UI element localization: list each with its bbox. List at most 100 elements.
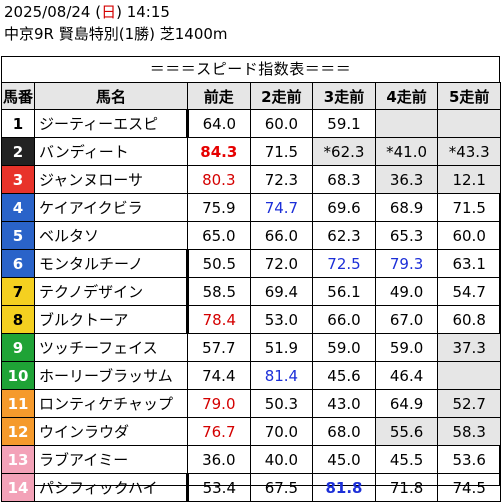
value-4-ago: 46.4 — [374, 361, 439, 390]
horse-name: ケイアイクビラ — [34, 193, 188, 222]
value-5-ago: 52.7 — [437, 389, 501, 418]
value-4-ago: *41.0 — [374, 137, 439, 166]
horse-name: ホーリーブラッサム — [34, 361, 188, 390]
table-row: 4 ケイアイクビラ 75.9 74.7 69.6 68.9 71.5 — [1, 193, 501, 222]
value-last: 80.3 — [187, 165, 251, 194]
value-2-ago: 74.7 — [249, 193, 314, 222]
value-2-ago: 70.0 — [249, 417, 314, 446]
horse-name: モンタルチーノ — [34, 249, 189, 278]
col-header-number: 馬番 — [1, 82, 35, 110]
horse-number: 2 — [1, 137, 35, 166]
horse-number: 11 — [1, 389, 35, 418]
horse-number: 9 — [1, 333, 35, 362]
value-last: 57.7 — [187, 333, 251, 362]
value-3-ago: 66.0 — [312, 305, 376, 334]
table-row: 11 ロンティケチャップ 79.0 50.3 43.0 64.9 52.7 — [1, 389, 501, 418]
horse-number: 5 — [1, 221, 35, 250]
table-row: 13 ラブアイミー 36.0 40.0 45.0 45.5 53.6 — [1, 445, 501, 474]
value-last: 64.0 — [187, 109, 251, 138]
race-time: ) 14:15 — [116, 3, 170, 21]
table-title: ＝＝＝スピード指数表＝＝＝ — [149, 60, 352, 78]
value-3-ago: 68.0 — [312, 417, 376, 446]
value-4-ago: 64.9 — [374, 389, 439, 418]
value-3-ago: 68.3 — [312, 165, 376, 194]
value-3-ago: *62.3 — [312, 137, 376, 166]
horse-number: 3 — [1, 165, 35, 194]
value-3-ago: 72.5 — [312, 249, 376, 278]
value-4-ago: 79.3 — [374, 249, 439, 278]
table-row: 12 ウインラウダ 76.7 70.0 68.0 55.6 58.3 — [1, 417, 501, 446]
value-2-ago: 53.0 — [249, 305, 314, 334]
value-4-ago: 67.0 — [374, 305, 439, 334]
value-last: 76.7 — [187, 417, 251, 446]
value-5-ago — [437, 361, 501, 390]
value-2-ago: 40.0 — [249, 445, 314, 474]
table-row: 10 ホーリーブラッサム 74.4 81.4 45.6 46.4 — [1, 361, 501, 390]
horse-number: 1 — [1, 109, 35, 138]
value-3-ago: 59.0 — [312, 333, 376, 362]
value-last: 75.9 — [187, 193, 251, 222]
horse-name: ベルタソ — [34, 221, 188, 250]
horse-name: ウインラウダ — [34, 417, 188, 446]
horse-number: 10 — [1, 361, 35, 390]
col-header-2-races-ago: 2走前 — [249, 82, 314, 110]
value-4-ago: 59.0 — [374, 333, 439, 362]
value-2-ago: 81.4 — [249, 361, 314, 390]
col-header-5-races-ago: 5走前 — [437, 82, 501, 110]
horse-number: 4 — [1, 193, 35, 222]
horse-name: ツッチーフェイス — [34, 333, 188, 362]
table-row: 9 ツッチーフェイス 57.7 51.9 59.0 59.0 37.3 — [1, 333, 501, 362]
value-last: 74.4 — [187, 361, 251, 390]
table-row: 5 ベルタソ 65.0 66.0 62.3 65.3 60.0 — [1, 221, 501, 250]
value-last: 79.0 — [187, 389, 251, 418]
horse-name: ブルクトーア — [34, 305, 189, 334]
table-row: 3 ジャンヌローサ 80.3 72.3 68.3 36.3 12.1 — [1, 165, 501, 194]
horse-number: 13 — [1, 445, 35, 474]
value-4-ago: 36.3 — [374, 165, 439, 194]
horse-number: 12 — [1, 417, 35, 446]
col-header-4-races-ago: 4走前 — [374, 82, 439, 110]
value-5-ago: 53.6 — [437, 445, 501, 474]
value-4-ago: 55.6 — [374, 417, 439, 446]
value-5-ago: 71.5 — [437, 193, 501, 222]
race-weekday: 日 — [101, 3, 117, 21]
value-3-ago: 59.1 — [312, 109, 376, 138]
col-header-last-race: 前走 — [187, 82, 251, 110]
race-date: 2025/08/24 ( — [4, 3, 102, 21]
table-row: 2 バンディート 84.3 71.5 *62.3 *41.0 *43.3 — [1, 137, 501, 166]
horse-name: テクノデザイン — [34, 277, 189, 306]
table-row: 1 ジーティーエスピ 64.0 60.0 59.1 — [1, 109, 501, 138]
value-3-ago: 45.0 — [312, 445, 376, 474]
value-2-ago: 69.4 — [249, 277, 314, 306]
speed-index-table: 馬番 馬名 前走 2走前 3走前 4走前 5走前 1 ジーティーエスピ 64.0… — [1, 82, 501, 502]
value-2-ago: 71.5 — [249, 137, 314, 166]
value-3-ago: 45.6 — [312, 361, 376, 390]
horse-name: ジャンヌローサ — [34, 165, 188, 194]
value-2-ago: 72.3 — [249, 165, 314, 194]
race-datetime: 2025/08/24 (日) 14:15 — [4, 2, 228, 24]
value-2-ago: 50.3 — [249, 389, 314, 418]
value-3-ago: 56.1 — [312, 277, 376, 306]
value-5-ago: 60.0 — [437, 221, 501, 250]
value-2-ago: 72.0 — [249, 249, 314, 278]
value-3-ago: 62.3 — [312, 221, 376, 250]
table-row: 8 ブルクトーア 78.4 53.0 66.0 67.0 60.8 — [1, 305, 501, 334]
value-5-ago: *43.3 — [437, 137, 501, 166]
horse-number: 6 — [1, 249, 35, 278]
header-row: 馬番 馬名 前走 2走前 3走前 4走前 5走前 — [1, 82, 501, 110]
value-5-ago: 37.3 — [437, 333, 501, 362]
table-row: 6 モンタルチーノ 50.5 72.0 72.5 79.3 63.1 — [1, 249, 501, 278]
value-5-ago: 58.3 — [437, 417, 501, 446]
horse-name: バンディート — [34, 137, 188, 166]
value-5-ago: 63.1 — [437, 249, 501, 278]
race-info: 中京9R 賢島特別(1勝) 芝1400m — [4, 25, 228, 43]
value-4-ago: 49.0 — [374, 277, 439, 306]
col-header-horse-name: 馬名 — [34, 82, 188, 110]
horse-number: 7 — [1, 277, 35, 306]
value-2-ago: 60.0 — [249, 109, 314, 138]
value-last: 65.0 — [187, 221, 251, 250]
value-2-ago: 51.9 — [249, 333, 314, 362]
value-2-ago: 66.0 — [249, 221, 314, 250]
value-3-ago: 69.6 — [312, 193, 376, 222]
value-4-ago: 68.9 — [374, 193, 439, 222]
